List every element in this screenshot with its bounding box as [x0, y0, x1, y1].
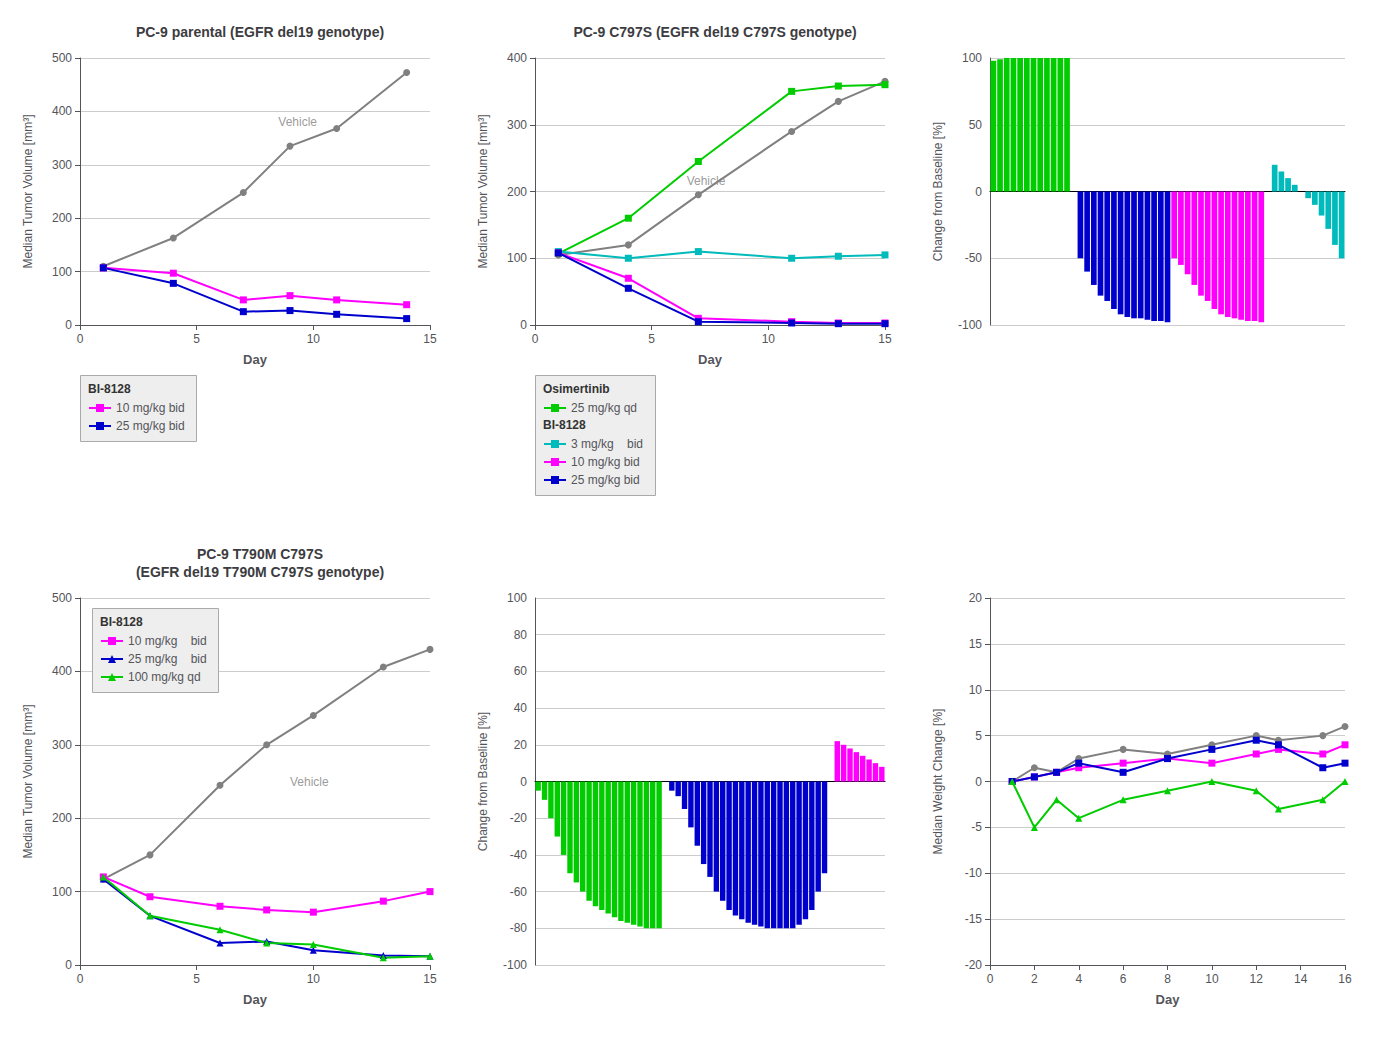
svg-text:12: 12	[1250, 972, 1264, 986]
svg-text:400: 400	[52, 664, 72, 678]
svg-text:100: 100	[507, 251, 527, 265]
svg-text:100: 100	[962, 51, 982, 65]
svg-text:BI-8128: BI-8128	[543, 418, 586, 432]
svg-text:Vehicle: Vehicle	[687, 174, 726, 188]
svg-text:80: 80	[514, 628, 528, 642]
svg-text:0: 0	[77, 332, 84, 346]
svg-text:5: 5	[975, 729, 982, 743]
svg-text:20: 20	[514, 738, 528, 752]
svg-text:300: 300	[52, 158, 72, 172]
svg-text:15: 15	[423, 972, 437, 986]
svg-text:-100: -100	[958, 318, 982, 332]
svg-text:BI-8128: BI-8128	[100, 615, 143, 629]
svg-text:5: 5	[648, 332, 655, 346]
svg-text:-15: -15	[965, 912, 983, 926]
svg-text:-20: -20	[510, 811, 528, 825]
svg-text:300: 300	[507, 118, 527, 132]
svg-text:Vehicle: Vehicle	[278, 115, 317, 129]
svg-text:5: 5	[193, 972, 200, 986]
svg-text:8: 8	[1164, 972, 1171, 986]
svg-text:50: 50	[969, 118, 983, 132]
svg-text:0: 0	[975, 185, 982, 199]
svg-text:100: 100	[52, 885, 72, 899]
svg-text:10 mg/kg bid: 10 mg/kg bid	[571, 455, 640, 469]
svg-text:400: 400	[507, 51, 527, 65]
svg-text:400: 400	[52, 104, 72, 118]
svg-text:-100: -100	[503, 958, 527, 972]
svg-text:0: 0	[987, 972, 994, 986]
svg-text:0: 0	[975, 775, 982, 789]
svg-text:15: 15	[423, 332, 437, 346]
svg-text:500: 500	[52, 591, 72, 605]
svg-text:(EGFR del19 T790M C797S genoty: (EGFR del19 T790M C797S genotype)	[136, 564, 384, 580]
svg-text:Change from Baseline [%]: Change from Baseline [%]	[931, 122, 945, 261]
svg-text:10 mg/kg bid: 10 mg/kg bid	[128, 634, 207, 648]
svg-text:10: 10	[307, 332, 321, 346]
svg-text:Change from Baseline [%]: Change from Baseline [%]	[476, 712, 490, 851]
svg-text:300: 300	[52, 738, 72, 752]
svg-text:0: 0	[65, 958, 72, 972]
svg-text:25 mg/kg bid: 25 mg/kg bid	[116, 419, 185, 433]
svg-text:15: 15	[878, 332, 892, 346]
svg-text:200: 200	[52, 211, 72, 225]
svg-text:60: 60	[514, 664, 528, 678]
svg-text:25 mg/kg qd: 25 mg/kg qd	[571, 401, 637, 415]
svg-text:-10: -10	[965, 866, 983, 880]
svg-text:BI-8128: BI-8128	[88, 382, 131, 396]
svg-text:Median Tumor Volume [mm³]: Median Tumor Volume [mm³]	[476, 114, 490, 268]
svg-text:40: 40	[514, 701, 528, 715]
svg-text:0: 0	[532, 332, 539, 346]
svg-text:-5: -5	[971, 820, 982, 834]
svg-text:Day: Day	[243, 352, 268, 367]
svg-text:200: 200	[52, 811, 72, 825]
svg-text:10: 10	[1205, 972, 1219, 986]
svg-text:Median Tumor Volume [mm³]: Median Tumor Volume [mm³]	[21, 704, 35, 858]
svg-text:Day: Day	[698, 352, 723, 367]
svg-text:25 mg/kg bid: 25 mg/kg bid	[128, 652, 207, 666]
svg-text:14: 14	[1294, 972, 1308, 986]
svg-text:16: 16	[1338, 972, 1352, 986]
svg-text:Median Weight Change [%]: Median Weight Change [%]	[931, 709, 945, 855]
svg-text:-80: -80	[510, 921, 528, 935]
svg-text:3 mg/kg bid: 3 mg/kg bid	[571, 437, 643, 451]
svg-text:5: 5	[193, 332, 200, 346]
svg-text:-40: -40	[510, 848, 528, 862]
svg-text:6: 6	[1120, 972, 1127, 986]
svg-text:2: 2	[1031, 972, 1038, 986]
svg-text:10: 10	[762, 332, 776, 346]
svg-text:10: 10	[307, 972, 321, 986]
svg-text:200: 200	[507, 185, 527, 199]
svg-text:10: 10	[969, 683, 983, 697]
svg-text:-20: -20	[965, 958, 983, 972]
svg-text:PC-9 parental (EGFR del19 geno: PC-9 parental (EGFR del19 genotype)	[136, 24, 384, 40]
svg-text:Vehicle: Vehicle	[290, 775, 329, 789]
svg-text:20: 20	[969, 591, 983, 605]
svg-text:Day: Day	[1156, 992, 1181, 1007]
svg-text:4: 4	[1075, 972, 1082, 986]
svg-text:PC-9 C797S (EGFR del19 C797S g: PC-9 C797S (EGFR del19 C797S genotype)	[573, 24, 856, 40]
svg-text:-50: -50	[965, 251, 983, 265]
svg-text:Median Tumor Volume [mm³]: Median Tumor Volume [mm³]	[21, 114, 35, 268]
svg-text:0: 0	[65, 318, 72, 332]
svg-text:100: 100	[52, 265, 72, 279]
svg-text:100: 100	[507, 591, 527, 605]
svg-text:-60: -60	[510, 885, 528, 899]
svg-text:25 mg/kg bid: 25 mg/kg bid	[571, 473, 640, 487]
svg-text:Osimertinib: Osimertinib	[543, 382, 610, 396]
svg-text:100 mg/kg qd: 100 mg/kg qd	[128, 670, 201, 684]
svg-text:0: 0	[77, 972, 84, 986]
svg-text:Day: Day	[243, 992, 268, 1007]
svg-text:PC-9 T790M C797S: PC-9 T790M C797S	[197, 546, 323, 562]
svg-text:0: 0	[520, 775, 527, 789]
svg-text:0: 0	[520, 318, 527, 332]
svg-text:500: 500	[52, 51, 72, 65]
svg-text:15: 15	[969, 637, 983, 651]
svg-text:10 mg/kg bid: 10 mg/kg bid	[116, 401, 185, 415]
